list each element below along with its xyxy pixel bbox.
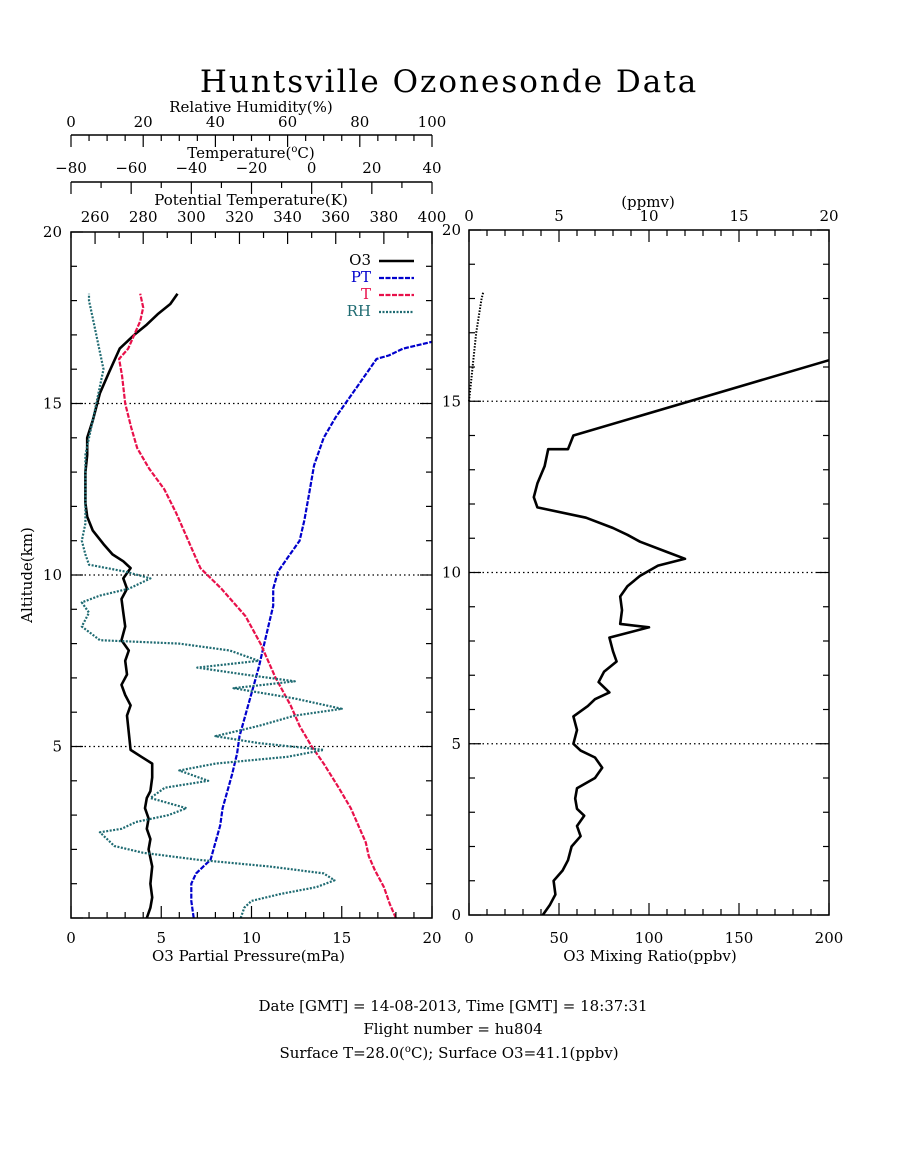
temperature-label-post: C) bbox=[297, 144, 314, 162]
left-panel: 5 10 15 20 Altitude(km) 0 5 10 15 20 O3 Partial Pr… bbox=[18, 98, 446, 965]
right-y-tick-label: 10 bbox=[442, 564, 461, 582]
legend-label-t: T bbox=[361, 285, 371, 303]
y-tick-label: 5 bbox=[52, 738, 62, 756]
mixing-ratio-ppmv-line bbox=[468, 291, 485, 402]
y-tick-label: 20 bbox=[43, 223, 62, 241]
right-y-tick-label: 15 bbox=[442, 392, 461, 410]
ppbv-axis-label: O3 Mixing Ratio(ppbv) bbox=[563, 947, 736, 965]
pt-tick-label: 400 bbox=[418, 208, 447, 226]
ppmv-tick-label: 15 bbox=[729, 207, 748, 225]
temperature-tick-label: −20 bbox=[236, 159, 268, 177]
o3-tick-label: 15 bbox=[332, 929, 351, 947]
temperature-tick-label: 0 bbox=[307, 159, 317, 177]
temperature-label-pre: Temperature( bbox=[187, 144, 291, 162]
pt-axis-label: Potential Temperature(K) bbox=[154, 191, 348, 209]
footer-flight-number: Flight number = hu804 bbox=[363, 1020, 542, 1038]
temperature-tick-label: −40 bbox=[176, 159, 208, 177]
ppbv-tick-label: 200 bbox=[815, 929, 844, 947]
footer-date-time: Date [GMT] = 14-08-2013, Time [GMT] = 18… bbox=[258, 997, 647, 1015]
rh-tick-label: 100 bbox=[418, 113, 447, 131]
right-y-tick-label: 0 bbox=[451, 906, 461, 924]
ppmv-axis-label: (ppmv) bbox=[621, 193, 675, 211]
series-rh-line bbox=[80, 293, 343, 919]
ppmv-tick-label: 5 bbox=[554, 207, 564, 225]
ppbv-tick-label: 50 bbox=[549, 929, 568, 947]
legend-label-o3: O3 bbox=[349, 251, 371, 269]
ppbv-tick-label: 150 bbox=[725, 929, 754, 947]
ppbv-tick-label: 0 bbox=[464, 929, 474, 947]
rh-tick-label: 40 bbox=[206, 113, 225, 131]
temperature-tick-label: −60 bbox=[115, 159, 147, 177]
series-pt-line bbox=[190, 340, 433, 919]
pt-tick-label: 300 bbox=[177, 208, 206, 226]
rh-tick-label: 80 bbox=[350, 113, 369, 131]
rh-axis-label: Relative Humidity(%) bbox=[169, 98, 332, 116]
temperature-tick-label: 40 bbox=[422, 159, 441, 177]
rh-tick-label: 60 bbox=[278, 113, 297, 131]
rh-tick-label: 20 bbox=[134, 113, 153, 131]
ppmv-tick-label: 20 bbox=[819, 207, 838, 225]
series-t-line bbox=[117, 293, 397, 919]
ppbv-tick-label: 100 bbox=[635, 929, 664, 947]
footer-surface-unit: C); Surface O3=41.1(ppbv) bbox=[411, 1044, 619, 1062]
footer-surface-pre: Surface T=28.0( bbox=[279, 1044, 404, 1062]
o3-tick-label: 0 bbox=[66, 929, 76, 947]
right-y-tick-label: 20 bbox=[442, 221, 461, 239]
pt-tick-label: 260 bbox=[81, 208, 110, 226]
y-tick-label: 15 bbox=[43, 395, 62, 413]
ppmv-tick-label: 10 bbox=[639, 207, 658, 225]
right-y-tick-label: 5 bbox=[451, 735, 461, 753]
temperature-axis-label: Temperature(oC) bbox=[187, 144, 315, 162]
footer-surface-values: Surface T=28.0(oC); Surface O3=41.1(ppbv… bbox=[279, 1044, 618, 1062]
pt-tick-label: 320 bbox=[225, 208, 254, 226]
pt-tick-label: 380 bbox=[370, 208, 399, 226]
pt-tick-label: 280 bbox=[129, 208, 158, 226]
o3-axis-label: O3 Partial Pressure(mPa) bbox=[152, 947, 345, 965]
o3-tick-label: 20 bbox=[422, 929, 441, 947]
footer-degree-sup: o bbox=[405, 1044, 411, 1055]
legend-label-rh: RH bbox=[347, 302, 371, 320]
o3-tick-label: 10 bbox=[242, 929, 261, 947]
y-tick-label: 10 bbox=[43, 566, 62, 584]
y-axis-label: Altitude(km) bbox=[18, 527, 36, 624]
mixing-ratio-ppbv-line bbox=[532, 358, 829, 915]
pt-tick-label: 340 bbox=[273, 208, 302, 226]
chart-title: Huntsville Ozonesonde Data bbox=[200, 64, 698, 100]
legend-label-pt: PT bbox=[351, 268, 371, 286]
o3-tick-label: 5 bbox=[156, 929, 166, 947]
pt-tick-label: 360 bbox=[321, 208, 350, 226]
temperature-tick-label: 20 bbox=[362, 159, 381, 177]
ppmv-tick-label: 0 bbox=[464, 207, 474, 225]
temperature-label-sup: o bbox=[291, 144, 297, 155]
temperature-tick-label: −80 bbox=[55, 159, 87, 177]
rh-tick-label: 0 bbox=[66, 113, 76, 131]
